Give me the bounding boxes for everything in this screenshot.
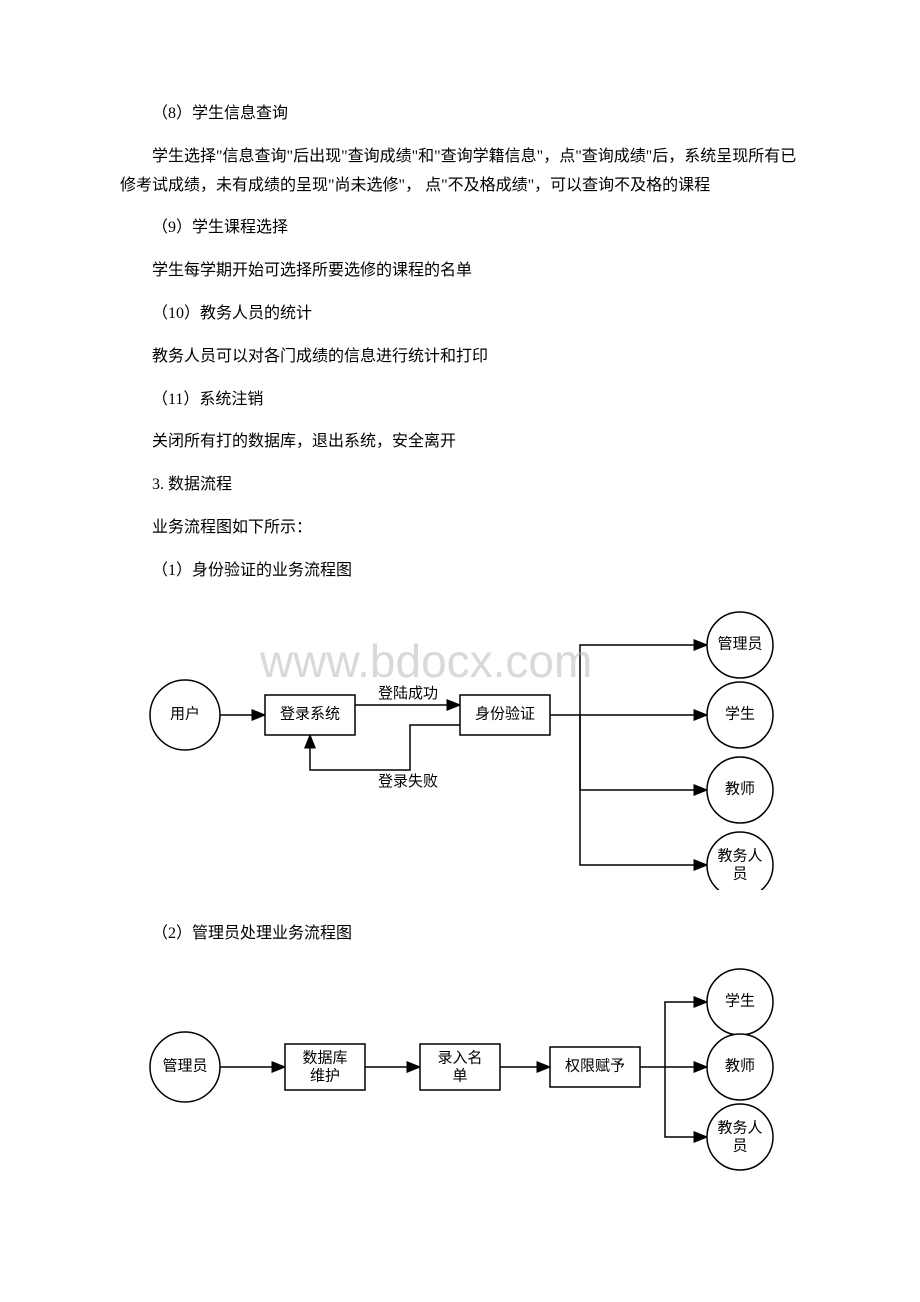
svg-text:数据库: 数据库 [302,1050,347,1067]
para-9-title: （9）学生课程选择 [120,214,800,243]
svg-text:登录失败: 登录失败 [378,773,438,790]
para-flowchart-intro: 业务流程图如下所示： [120,514,800,543]
flowchart-svg-2: 管理员 数据库维护 录入名单 权限赋予 学生教师教务人员 [120,962,820,1172]
diagram-identity-verification: www.bdocx.com 登陆成功登录失败用户登录系统身份验证管理员学生教师教… [120,600,800,890]
diagram-admin-process: 管理员 数据库维护 录入名单 权限赋予 学生教师教务人员 [120,962,800,1172]
svg-text:登陆成功: 登陆成功 [378,685,438,702]
svg-text:维护: 维护 [310,1068,340,1085]
para-10-title: （10）教务人员的统计 [120,300,800,329]
svg-text:教师: 教师 [725,780,755,797]
para-8-body: 学生选择"信息查询"后出现"查询成绩"和"查询学籍信息"，点"查询成绩"后，系统… [120,143,800,201]
para-diagram2-title: （2）管理员处理业务流程图 [120,920,800,949]
svg-text:教务人: 教务人 [717,847,762,864]
svg-text:学生: 学生 [725,993,755,1010]
svg-text:用户: 用户 [170,705,200,722]
para-11-title: （11）系统注销 [120,386,800,415]
svg-text:录入名: 录入名 [437,1050,482,1067]
para-9-body: 学生每学期开始可选择所要选修的课程的名单 [120,257,800,286]
svg-text:员: 员 [732,1139,747,1155]
svg-text:管理员: 管理员 [717,635,762,652]
svg-text:身份验证: 身份验证 [475,705,535,722]
svg-text:学生: 学生 [725,705,755,722]
svg-text:登录系统: 登录系统 [280,705,340,722]
para-11-body: 关闭所有打的数据库，退出系统，安全离开 [120,428,800,457]
flowchart-svg-1: 登陆成功登录失败 用户 登录系统 身份验证 管理员学生教师教务人员 [120,600,820,890]
para-10-body: 教务人员可以对各门成绩的信息进行统计和打印 [120,343,800,372]
para-diagram1-title: （1）身份验证的业务流程图 [120,557,800,586]
svg-text:管理员: 管理员 [162,1058,207,1075]
svg-text:员: 员 [732,866,747,882]
svg-text:教师: 教师 [725,1058,755,1075]
svg-text:权限赋予: 权限赋予 [565,1058,625,1075]
para-dataflow-heading: 3. 数据流程 [120,471,800,500]
svg-text:单: 单 [452,1068,467,1085]
svg-text:教务人: 教务人 [717,1120,762,1137]
para-8-title: （8）学生信息查询 [120,100,800,129]
